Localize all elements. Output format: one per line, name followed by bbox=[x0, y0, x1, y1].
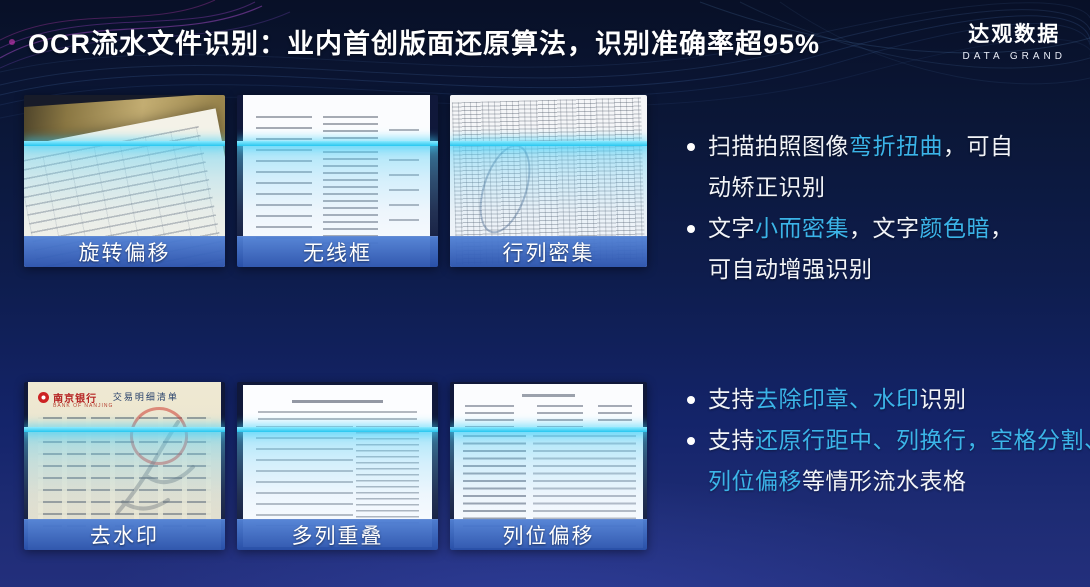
bank-name: 南京银行 bbox=[53, 393, 98, 405]
statement-title: 交易明细清单 bbox=[112, 392, 179, 403]
thumb-label: 列位偏移 bbox=[450, 519, 647, 550]
feature-text-segment: ，可自动增强识别 bbox=[708, 215, 1014, 282]
feature-bullet: 文字小而密集，文字颜色暗，可自动增强识别 bbox=[684, 208, 1036, 290]
scan-gradient-overlay bbox=[450, 141, 647, 238]
bank-logo-icon bbox=[37, 392, 49, 404]
feature-text-segment: 小而密集 bbox=[755, 215, 849, 241]
thumb-label: 旋转偏移 bbox=[24, 236, 225, 267]
scan-line bbox=[24, 141, 225, 147]
feature-text-segment: 颜色暗 bbox=[919, 215, 990, 241]
feature-text-segment: 扫描拍照图像 bbox=[708, 133, 849, 159]
scan-line bbox=[450, 427, 647, 433]
logo-subtitle: DATA GRAND bbox=[962, 51, 1066, 62]
feature-text-segment: 识别 bbox=[919, 386, 967, 412]
feature-text-segment: 支持 bbox=[708, 386, 755, 412]
scan-line bbox=[237, 141, 438, 147]
feature-text-segment: 文字 bbox=[708, 215, 755, 241]
thumb-overlapping-columns: 多列重叠 bbox=[237, 382, 438, 550]
logo-name: 达观数据 bbox=[968, 23, 1061, 46]
feature-text-segment: 等情形流水表格 bbox=[802, 468, 967, 494]
feature-bullet: 支持还原行距中、列换行，空格分割、列位偏移等情形流水表格 bbox=[684, 420, 1090, 502]
scan-line bbox=[24, 427, 225, 433]
thumb-column-shift: 列位偏移 bbox=[450, 382, 647, 550]
scan-gradient-overlay bbox=[237, 141, 438, 238]
thumb-label: 去水印 bbox=[24, 519, 225, 550]
feature-text-segment: 支持 bbox=[708, 427, 755, 453]
feature-text-segment: 还原行距中、列换行，空格分割、列位偏移 bbox=[708, 427, 1090, 494]
thumb-no-grid-lines: 无线框 bbox=[237, 95, 438, 267]
features-top-list: 扫描拍照图像弯折扭曲，可自动矫正识别 文字小而密集，文字颜色暗，可自动增强识别 bbox=[684, 126, 1036, 290]
scan-gradient-overlay bbox=[450, 427, 647, 521]
thumb-label: 多列重叠 bbox=[237, 519, 438, 550]
thumb-label: 行列密集 bbox=[450, 236, 647, 267]
feature-text-segment: ，文字 bbox=[849, 215, 920, 241]
feature-bullet: 支持去除印章、水印识别 bbox=[684, 379, 1090, 420]
thumb-dense-rows-cols: 行列密集 bbox=[450, 95, 647, 267]
datagrand-logo: 达观数据 DATA GRAND bbox=[962, 18, 1066, 62]
scan-gradient-overlay bbox=[237, 427, 438, 521]
scan-line bbox=[237, 427, 438, 433]
thumb-remove-watermark: 南京银行 BANK OF NANJING 交易明细清单 去水印 bbox=[24, 382, 225, 550]
scan-line bbox=[450, 141, 647, 147]
page-title: OCR流水文件识别：业内首创版面还原算法，识别准确率超95% bbox=[28, 29, 821, 59]
scan-gradient-overlay bbox=[24, 141, 225, 238]
feature-text-segment: 去除印章、水印 bbox=[755, 386, 920, 412]
bank-name-en: BANK OF NANJING bbox=[53, 403, 114, 409]
thumb-label: 无线框 bbox=[237, 236, 438, 267]
feature-bullet: 扫描拍照图像弯折扭曲，可自动矫正识别 bbox=[684, 126, 1036, 208]
scan-gradient-overlay bbox=[24, 427, 225, 521]
thumb-rotate-offset: 旋转偏移 bbox=[24, 95, 225, 267]
feature-text-segment: ，可自动矫正识别 bbox=[708, 133, 1014, 200]
feature-text-segment: 弯折扭曲 bbox=[849, 133, 943, 159]
features-bottom-list: 支持去除印章、水印识别 支持还原行距中、列换行，空格分割、列位偏移等情形流水表格 bbox=[684, 379, 1090, 502]
